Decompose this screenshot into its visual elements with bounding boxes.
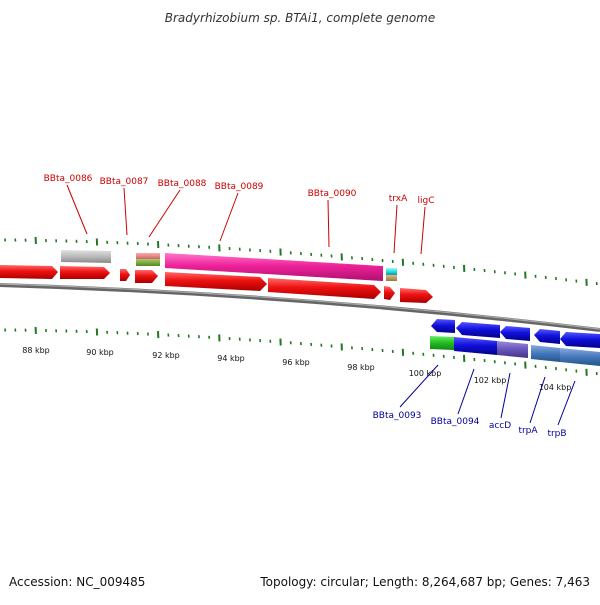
gene-label-ligc: ligC bbox=[418, 196, 435, 206]
gene-feature bbox=[500, 326, 530, 341]
leader-line bbox=[421, 207, 425, 254]
leader-line bbox=[458, 369, 474, 414]
gene-label-bbta-0088: BBta_0088 bbox=[158, 179, 207, 189]
gene-feature bbox=[384, 286, 395, 300]
gene-label-bbta-0086: BBta_0086 bbox=[44, 174, 93, 184]
leader-line bbox=[394, 205, 397, 253]
leader-line bbox=[124, 188, 127, 235]
gene-label-bbta-0089: BBta_0089 bbox=[215, 182, 264, 192]
gene-feature bbox=[400, 288, 433, 303]
gene-feature bbox=[135, 270, 158, 283]
scale-label: 100 kbp bbox=[409, 369, 442, 378]
gene-label-trpa: trpA bbox=[518, 426, 538, 436]
gene-label-bbta-0087: BBta_0087 bbox=[100, 177, 149, 187]
gene-label-trxa: trxA bbox=[389, 194, 408, 204]
scale-label: 104 kbp bbox=[539, 383, 572, 392]
gene-feature bbox=[60, 266, 110, 279]
gene-label-bbta-0090: BBta_0090 bbox=[308, 189, 357, 199]
gene-label-trpb: trpB bbox=[547, 429, 566, 439]
leader-line bbox=[149, 190, 180, 237]
gene-feature bbox=[431, 319, 455, 333]
gene-feature-bbta-0094 bbox=[454, 337, 497, 355]
gene-feature-trpb bbox=[560, 348, 600, 366]
leader-line bbox=[67, 185, 87, 234]
gene-feature-bbta-0087 bbox=[136, 253, 160, 259]
scale-label: 94 kbp bbox=[217, 354, 245, 363]
gene-feature-ligc bbox=[386, 275, 397, 281]
gene-label-accd: accD bbox=[489, 421, 511, 431]
genome-title: Bradyrhizobium sp. BTAi1, complete genom… bbox=[165, 11, 435, 25]
scale-label: 102 kbp bbox=[474, 376, 507, 385]
gene-feature-trxa bbox=[386, 268, 397, 275]
scale-label: 90 kbp bbox=[86, 348, 114, 357]
gene-feature-bbta-0090 bbox=[165, 272, 267, 291]
leader-line bbox=[328, 200, 329, 247]
gene-feature-bbta-0093 bbox=[430, 336, 454, 350]
gene-feature-trpa bbox=[531, 345, 560, 362]
leader-line bbox=[220, 193, 238, 241]
gene-feature bbox=[534, 329, 560, 344]
gene-feature-bbta-0088 bbox=[136, 259, 160, 266]
gene-feature bbox=[560, 332, 600, 348]
top-gene-labels: BBta_0086 BBta_0087 BBta_0088 BBta_0089 … bbox=[44, 174, 435, 254]
scale-label: 88 kbp bbox=[22, 346, 50, 355]
gene-feature bbox=[120, 269, 130, 281]
gene-label-bbta-0093: BBta_0093 bbox=[373, 411, 422, 421]
genome-stats-label: Topology: circular; Length: 8,264,687 bp… bbox=[260, 575, 590, 589]
gene-feature bbox=[456, 322, 500, 338]
accession-label: Accession: NC_009485 bbox=[9, 575, 145, 589]
scale-label: 96 kbp bbox=[282, 358, 310, 367]
scale-label: 92 kbp bbox=[152, 351, 180, 360]
gene-feature-accd bbox=[497, 341, 528, 358]
scale-label: 98 kbp bbox=[347, 363, 375, 372]
gene-feature-bbta-0086 bbox=[61, 250, 111, 263]
leader-line bbox=[530, 377, 545, 423]
gene-feature bbox=[268, 278, 381, 299]
gene-feature bbox=[0, 265, 58, 279]
gene-label-bbta-0094: BBta_0094 bbox=[431, 417, 480, 427]
